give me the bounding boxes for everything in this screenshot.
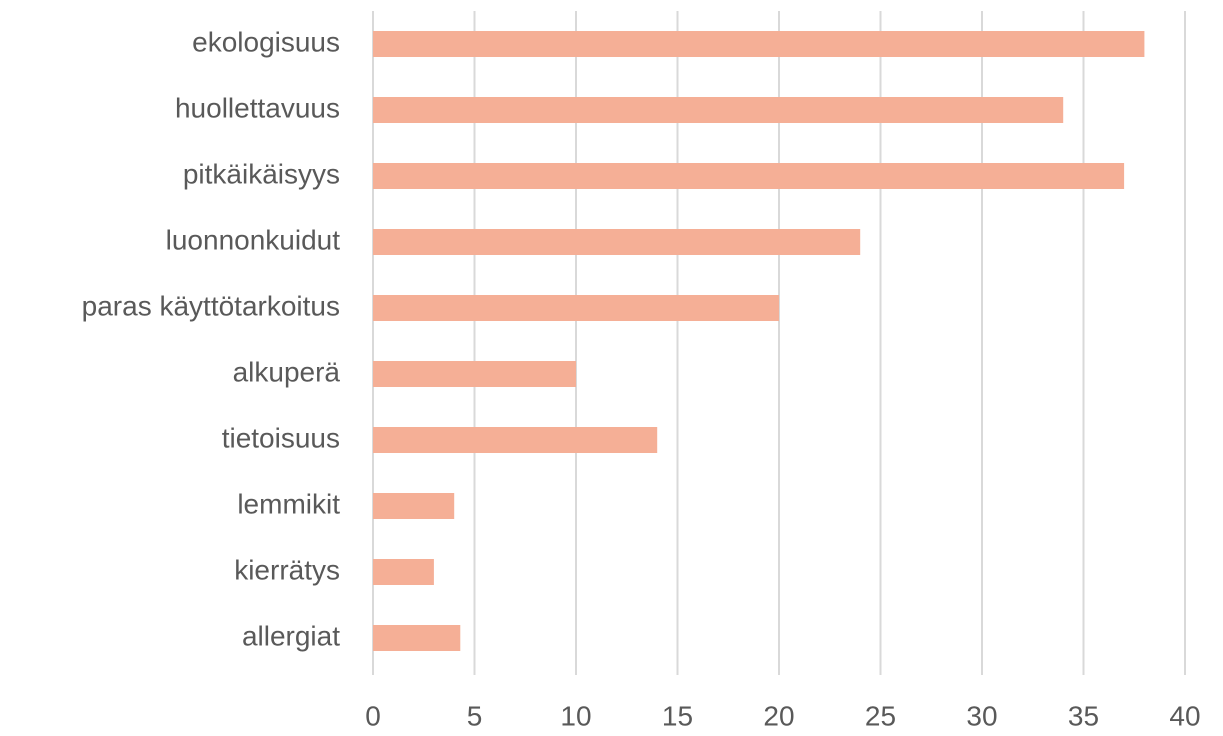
bar (373, 625, 461, 651)
y-tick-label: alkuperä (233, 356, 341, 387)
y-tick-label: tietoisuus (222, 422, 340, 453)
x-tick-label: 35 (1068, 700, 1099, 731)
y-tick-label: luonnonkuidut (166, 224, 341, 255)
x-tick-label: 30 (966, 700, 997, 731)
y-tick-label: ekologisuus (192, 26, 340, 57)
bar (373, 229, 861, 255)
x-tick-label: 40 (1169, 700, 1200, 731)
x-tick-label: 5 (467, 700, 483, 731)
x-tick-label: 10 (560, 700, 591, 731)
y-tick-label: lemmikit (237, 488, 340, 519)
bar (373, 427, 658, 453)
x-tick-label: 20 (763, 700, 794, 731)
bar (373, 31, 1145, 57)
bar (373, 493, 455, 519)
bar (373, 163, 1125, 189)
bar (373, 559, 434, 585)
y-tick-label: huollettavuus (175, 92, 340, 123)
bar (373, 295, 779, 321)
x-tick-label: 15 (662, 700, 693, 731)
x-tick-label: 0 (365, 700, 381, 731)
y-tick-label: kierrätys (234, 554, 340, 585)
bar (373, 97, 1064, 123)
y-tick-label: paras käyttötarkoitus (82, 290, 340, 321)
y-tick-label: allergiat (242, 620, 340, 651)
x-tick-label: 25 (865, 700, 896, 731)
bar (373, 361, 576, 387)
y-tick-label: pitkäikäisyys (183, 158, 340, 189)
